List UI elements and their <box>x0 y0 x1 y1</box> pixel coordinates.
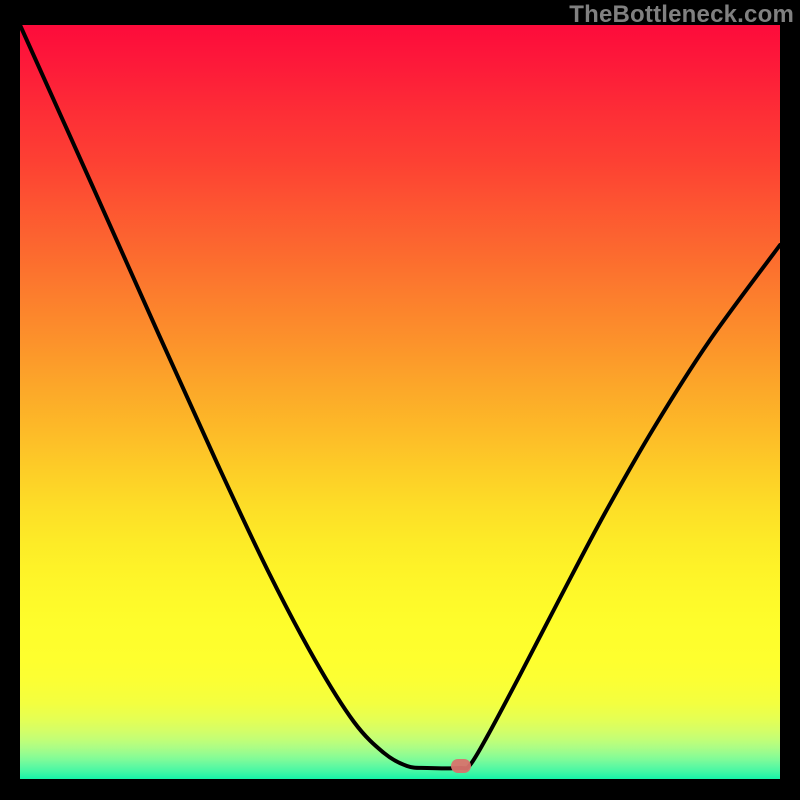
watermark-text: TheBottleneck.com <box>569 1 794 29</box>
bottleneck-chart <box>0 0 800 800</box>
image-stage: TheBottleneck.com <box>0 0 800 800</box>
gradient-background <box>20 25 780 779</box>
optimal-marker <box>451 759 471 773</box>
